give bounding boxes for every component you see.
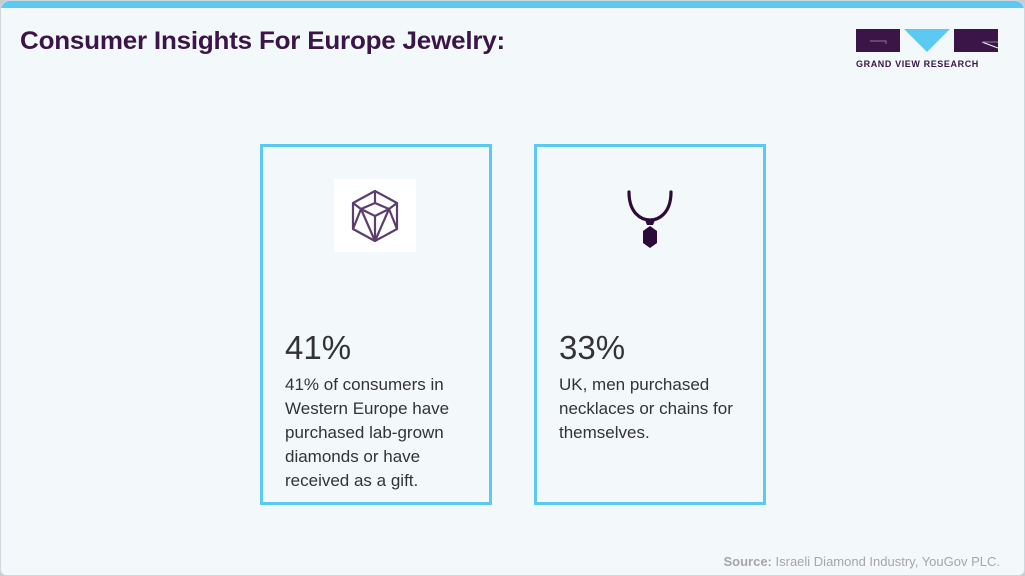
top-accent-bar [1,1,1024,8]
source-text: Israeli Diamond Industry, YouGov PLC. [771,554,1001,569]
stat-description: 41% of consumers in Western Europe have … [285,375,450,490]
source-note: Source: Israeli Diamond Industry, YouGov… [723,554,1000,569]
source-label: Source: [723,554,772,569]
insight-card-lab-grown-diamonds: 41% 41% of consumers in Western Europe h… [260,144,492,505]
stat-value: 33% [559,329,626,366]
grand-view-research-logo: GRAND VIEW RESEARCH [856,29,999,71]
logo-r-mark-icon [954,29,999,52]
stat-value: 41% [285,329,352,366]
logo-g-mark-icon [856,29,900,52]
logo-v-mark-icon [904,29,950,52]
insight-card-men-necklaces: 33% UK, men purchased necklaces or chain… [534,144,766,505]
logo-text: GRAND VIEW RESEARCH [856,59,979,69]
necklace-icon [609,185,691,258]
page-title: Consumer Insights For Europe Jewelry: [20,27,505,55]
diamond-icon [334,179,416,252]
stat-description: UK, men purchased necklaces or chains fo… [559,375,733,442]
